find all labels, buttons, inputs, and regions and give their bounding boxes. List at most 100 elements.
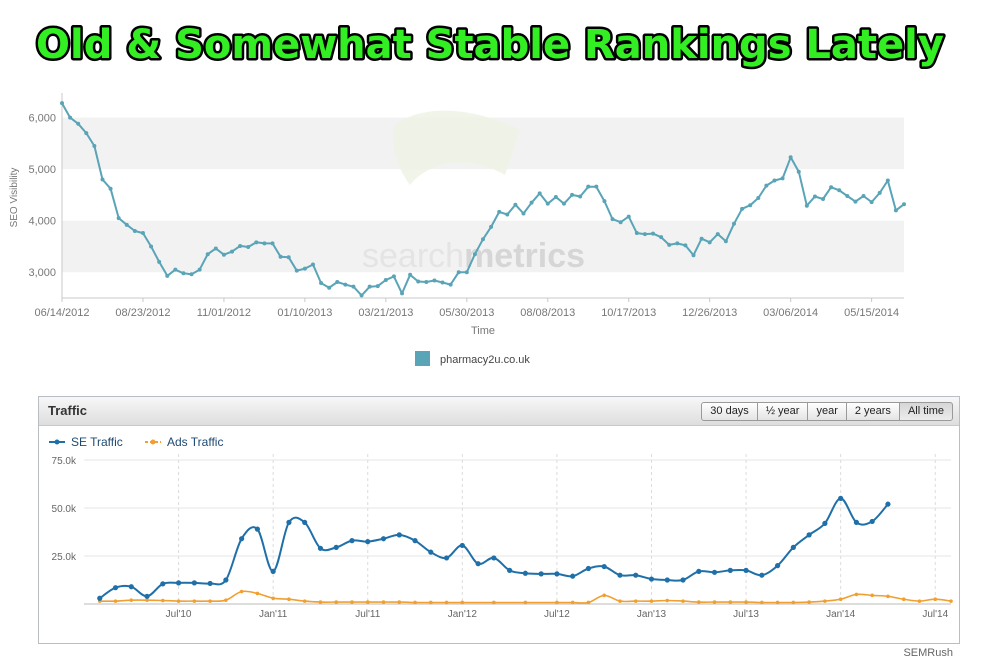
data-point — [92, 143, 97, 148]
data-point — [432, 278, 437, 283]
data-point — [633, 599, 638, 603]
x-tick-label: 08/08/2013 — [520, 307, 575, 319]
headline-text: Old & Somewhat Stable Rankings Lately — [36, 22, 944, 68]
data-point — [522, 570, 528, 576]
data-point — [649, 599, 654, 603]
x-tick-label: 01/10/2013 — [277, 307, 332, 319]
data-point — [845, 193, 850, 198]
headline-banner: Old & Somewhat Stable Rankings Lately — [34, 20, 947, 71]
data-point — [464, 270, 469, 275]
data-point — [416, 279, 421, 284]
data-point — [696, 600, 701, 604]
data-point — [772, 178, 777, 183]
data-point — [191, 580, 197, 586]
data-point — [365, 600, 370, 604]
legend-label: pharmacy2u.co.uk — [440, 354, 530, 366]
traffic-panel-header: Traffic 30 days ½ year year 2 years All … — [39, 397, 959, 426]
data-point — [481, 237, 485, 242]
data-point — [869, 518, 875, 525]
data-point — [780, 176, 785, 181]
data-point — [853, 519, 860, 525]
data-point — [748, 203, 753, 208]
data-point — [885, 501, 891, 507]
traffic-chart: SE Traffic Ads Traffic 25.0k 50.0k 75.0k Jul'… — [49, 435, 953, 620]
data-point — [610, 217, 615, 222]
data-point — [343, 282, 348, 287]
x-tick-label: Jul'12 — [544, 609, 570, 620]
data-point — [189, 272, 194, 277]
data-point — [665, 598, 670, 603]
data-point — [333, 544, 339, 550]
data-point — [286, 519, 292, 525]
data-point — [286, 255, 291, 260]
x-tick-label: 10/17/2013 — [601, 307, 656, 319]
data-point — [561, 201, 566, 206]
data-point — [246, 244, 251, 249]
data-point — [270, 568, 276, 574]
data-point — [448, 282, 453, 287]
traffic-panel: Traffic 30 days ½ year year 2 years All … — [38, 396, 960, 644]
x-tick-label: Jan'11 — [259, 609, 288, 620]
data-point — [367, 284, 372, 289]
data-point — [618, 599, 622, 603]
seo-visibility-chart: searchmetrics 3,000 4,000 5,000 6,000 06/14/2… — [9, 93, 906, 337]
data-point — [443, 555, 450, 561]
y-tick-label: 50.0k — [52, 504, 77, 515]
data-point — [145, 598, 149, 602]
data-point — [744, 600, 748, 604]
data-point — [440, 280, 445, 285]
x-tick-label: Jul'11 — [355, 609, 381, 620]
range-button-30-days[interactable]: 30 days — [701, 402, 758, 421]
data-point — [554, 571, 560, 577]
data-point — [124, 222, 129, 227]
x-tick-label: Jul'14 — [922, 609, 948, 620]
data-point — [756, 196, 761, 201]
data-point — [659, 235, 664, 240]
data-point — [617, 572, 623, 578]
data-point — [459, 542, 465, 549]
range-button-year[interactable]: year — [807, 402, 847, 421]
data-point — [537, 191, 542, 196]
data-point — [460, 600, 465, 605]
data-point — [648, 576, 655, 582]
data-point — [570, 600, 575, 605]
range-button-half-year[interactable]: ½ year — [756, 402, 809, 421]
data-point — [806, 532, 812, 538]
data-point — [317, 545, 324, 551]
data-point — [129, 598, 134, 602]
data-point — [255, 591, 260, 596]
data-point — [791, 600, 796, 605]
legend-se-traffic-label: SE Traffic — [71, 435, 123, 449]
data-point — [823, 599, 827, 603]
data-point — [208, 599, 212, 603]
data-point — [949, 599, 953, 603]
data-point — [359, 293, 364, 298]
data-point — [278, 254, 283, 259]
y-tick-label: 25.0k — [52, 552, 77, 563]
data-point — [578, 194, 583, 199]
data-point — [84, 131, 89, 136]
data-point — [207, 580, 213, 587]
data-point — [334, 600, 339, 604]
series-line-ads-traffic — [99, 590, 952, 604]
data-point — [302, 519, 308, 525]
range-button-all-time[interactable]: All time — [898, 402, 953, 421]
data-point — [270, 241, 275, 246]
y-tick-label: 5,000 — [28, 164, 56, 176]
data-point — [790, 544, 796, 550]
data-point — [618, 220, 623, 225]
data-point — [497, 209, 502, 214]
data-point — [804, 203, 809, 208]
data-point — [238, 243, 243, 248]
data-point — [538, 571, 544, 577]
data-point — [727, 567, 733, 573]
data-point — [667, 242, 672, 247]
range-button-2-years[interactable]: 2 years — [845, 402, 900, 421]
y-axis-title: SEO Visibility — [9, 168, 20, 228]
data-point — [318, 600, 323, 604]
data-point — [60, 101, 64, 106]
data-point — [262, 241, 267, 246]
x-tick-label: 05/15/2014 — [844, 307, 899, 319]
seo-visibility-legend: pharmacy2u.co.uk — [415, 351, 530, 366]
data-point — [570, 192, 575, 197]
